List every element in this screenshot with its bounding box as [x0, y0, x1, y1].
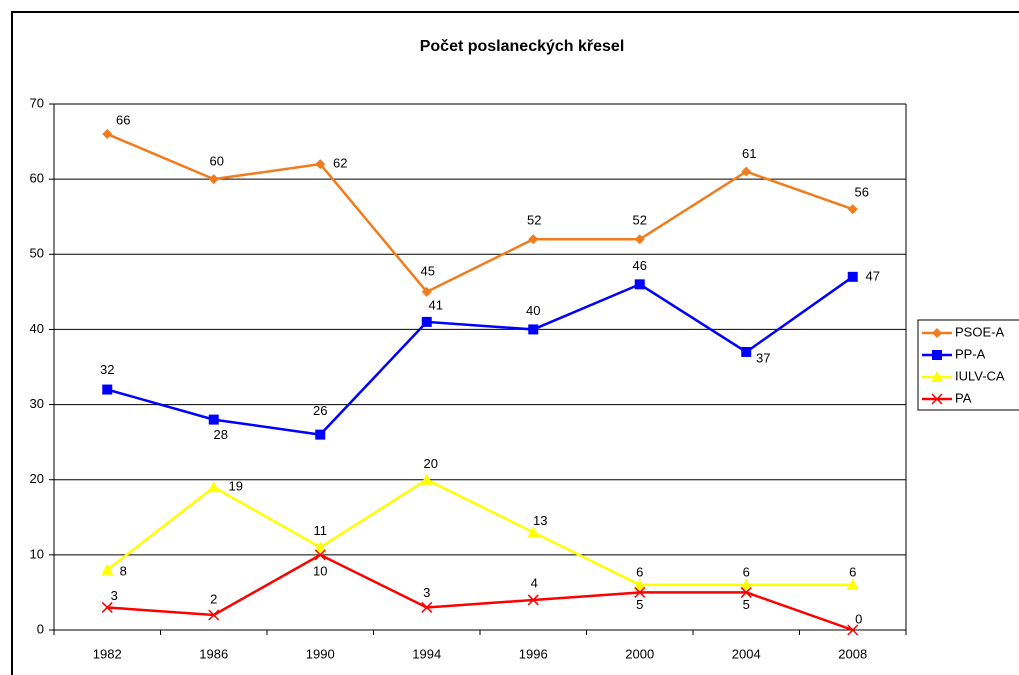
x-tick-label: 2000	[625, 646, 654, 661]
series-line	[107, 553, 854, 632]
data-label: 52	[633, 213, 647, 228]
data-label: 5	[743, 597, 750, 612]
legend-marker	[931, 393, 943, 405]
data-point	[634, 279, 645, 290]
data-point	[421, 286, 432, 297]
data-point	[208, 174, 219, 185]
data-label: 5	[636, 597, 643, 612]
data-label: 60	[210, 154, 224, 169]
y-tick-label: 60	[30, 171, 44, 186]
y-tick-label: 50	[30, 246, 44, 261]
data-point	[741, 166, 752, 177]
series-line	[106, 132, 854, 294]
data-point	[527, 594, 539, 606]
x-tick-label: 1986	[199, 646, 228, 661]
data-point	[101, 601, 113, 613]
data-point	[208, 414, 219, 425]
data-label: 41	[429, 297, 443, 312]
legend-label: PSOE-A	[955, 324, 1004, 339]
legend-marker	[932, 328, 942, 338]
data-label: 4	[531, 575, 538, 590]
series-line	[106, 478, 853, 587]
data-point	[421, 601, 433, 613]
data-point	[847, 624, 859, 636]
data-label: 28	[214, 427, 228, 442]
x-tick-label: 1990	[306, 646, 335, 661]
data-label: 19	[229, 479, 243, 494]
data-label: 3	[111, 588, 118, 603]
data-label: 62	[333, 156, 347, 171]
data-label: 52	[527, 213, 541, 228]
data-point	[847, 204, 858, 215]
data-point	[633, 578, 646, 590]
data-label: 0	[855, 611, 862, 626]
data-label: 56	[855, 185, 869, 200]
data-point	[421, 316, 432, 327]
data-label: 66	[116, 112, 130, 127]
data-label: 6	[849, 564, 856, 579]
data-label: 20	[424, 456, 438, 471]
data-label: 3	[423, 585, 430, 600]
y-tick-label: 0	[37, 621, 44, 636]
y-tick-label: 30	[30, 396, 44, 411]
data-label: 45	[421, 263, 435, 278]
data-point	[846, 578, 859, 590]
data-point	[528, 324, 539, 335]
data-label: 37	[756, 350, 770, 365]
chart-title: Počet poslaneckých křesel	[420, 38, 625, 55]
data-point	[528, 234, 539, 245]
data-point	[314, 549, 326, 561]
data-point	[740, 578, 753, 590]
y-tick-label: 20	[30, 471, 44, 486]
data-label: 11	[314, 523, 328, 538]
data-point	[208, 609, 220, 621]
data-label: 46	[633, 258, 647, 273]
data-label: 61	[742, 146, 756, 161]
y-tick-label: 40	[30, 321, 44, 336]
data-point	[207, 481, 220, 493]
data-point	[740, 586, 752, 598]
data-point	[527, 526, 540, 538]
x-tick-label: 2004	[732, 646, 761, 661]
x-tick-label: 2008	[838, 646, 867, 661]
data-point	[634, 234, 645, 245]
data-point	[102, 384, 113, 395]
data-point	[847, 271, 858, 282]
data-label: 26	[313, 403, 327, 418]
data-label: 10	[313, 563, 327, 578]
data-point	[315, 429, 326, 440]
y-tick-label: 70	[30, 95, 44, 110]
legend-label: IULV-CA	[955, 368, 1005, 383]
series-line	[106, 275, 854, 436]
legend-label: PP-A	[955, 346, 986, 361]
data-label: 2	[210, 591, 217, 606]
data-label: 32	[100, 362, 114, 377]
data-point	[634, 586, 646, 598]
data-point	[102, 129, 113, 140]
data-point	[314, 541, 327, 553]
data-label: 6	[636, 564, 643, 579]
y-tick-label: 10	[30, 546, 44, 561]
legend-label: PA	[955, 390, 972, 405]
legend-marker	[931, 371, 943, 382]
x-tick-label: 1994	[412, 646, 441, 661]
data-point	[315, 159, 326, 170]
chart-frame	[11, 11, 1019, 675]
x-tick-label: 1996	[519, 646, 548, 661]
data-label: 13	[533, 513, 547, 528]
data-point	[741, 346, 752, 357]
data-label: 40	[526, 303, 540, 318]
data-point	[420, 473, 433, 485]
data-label: 8	[120, 563, 127, 578]
x-tick-label: 1982	[93, 646, 122, 661]
legend-marker	[932, 350, 942, 360]
data-label: 6	[743, 564, 750, 579]
data-point	[101, 563, 114, 575]
data-label: 47	[866, 268, 880, 283]
